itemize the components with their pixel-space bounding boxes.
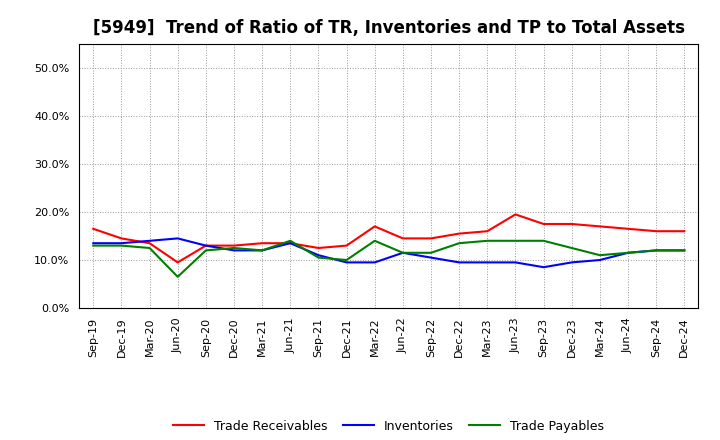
Trade Payables [539, 238, 548, 243]
Trade Payables [258, 248, 266, 253]
Trade Payables [399, 250, 408, 256]
Trade Receivables [455, 231, 464, 236]
Trade Receivables [680, 228, 688, 234]
Trade Payables [202, 248, 210, 253]
Trade Receivables [652, 228, 660, 234]
Trade Payables [314, 255, 323, 260]
Inventories [314, 253, 323, 258]
Trade Payables [567, 246, 576, 251]
Inventories [652, 248, 660, 253]
Trade Receivables [399, 236, 408, 241]
Line: Trade Receivables: Trade Receivables [94, 214, 684, 262]
Trade Receivables [511, 212, 520, 217]
Line: Inventories: Inventories [94, 238, 684, 267]
Trade Receivables [174, 260, 182, 265]
Trade Receivables [314, 246, 323, 251]
Trade Receivables [342, 243, 351, 248]
Inventories [455, 260, 464, 265]
Trade Payables [595, 253, 604, 258]
Inventories [680, 248, 688, 253]
Trade Payables [89, 243, 98, 248]
Legend: Trade Receivables, Inventories, Trade Payables: Trade Receivables, Inventories, Trade Pa… [168, 414, 609, 437]
Inventories [202, 243, 210, 248]
Inventories [511, 260, 520, 265]
Trade Payables [174, 274, 182, 279]
Line: Trade Payables: Trade Payables [94, 241, 684, 277]
Inventories [399, 250, 408, 256]
Inventories [258, 248, 266, 253]
Inventories [427, 255, 436, 260]
Trade Receivables [89, 226, 98, 231]
Trade Payables [680, 248, 688, 253]
Inventories [117, 241, 126, 246]
Trade Payables [652, 248, 660, 253]
Inventories [174, 236, 182, 241]
Trade Receivables [483, 228, 492, 234]
Inventories [483, 260, 492, 265]
Inventories [342, 260, 351, 265]
Trade Payables [145, 246, 154, 251]
Trade Receivables [145, 241, 154, 246]
Inventories [145, 238, 154, 243]
Title: [5949]  Trend of Ratio of TR, Inventories and TP to Total Assets: [5949] Trend of Ratio of TR, Inventories… [93, 19, 685, 37]
Trade Payables [370, 238, 379, 243]
Inventories [624, 250, 632, 256]
Trade Receivables [539, 221, 548, 227]
Inventories [539, 264, 548, 270]
Inventories [89, 241, 98, 246]
Trade Receivables [258, 241, 266, 246]
Trade Receivables [117, 236, 126, 241]
Trade Payables [511, 238, 520, 243]
Trade Receivables [427, 236, 436, 241]
Trade Payables [230, 246, 238, 251]
Trade Payables [483, 238, 492, 243]
Trade Receivables [567, 221, 576, 227]
Trade Payables [455, 241, 464, 246]
Inventories [567, 260, 576, 265]
Trade Receivables [624, 226, 632, 231]
Inventories [230, 248, 238, 253]
Trade Receivables [370, 224, 379, 229]
Inventories [595, 257, 604, 263]
Trade Receivables [202, 243, 210, 248]
Trade Receivables [595, 224, 604, 229]
Inventories [370, 260, 379, 265]
Trade Payables [624, 250, 632, 256]
Trade Payables [342, 257, 351, 263]
Trade Payables [427, 250, 436, 256]
Trade Payables [117, 243, 126, 248]
Trade Payables [286, 238, 294, 243]
Trade Receivables [286, 241, 294, 246]
Trade Receivables [230, 243, 238, 248]
Inventories [286, 241, 294, 246]
